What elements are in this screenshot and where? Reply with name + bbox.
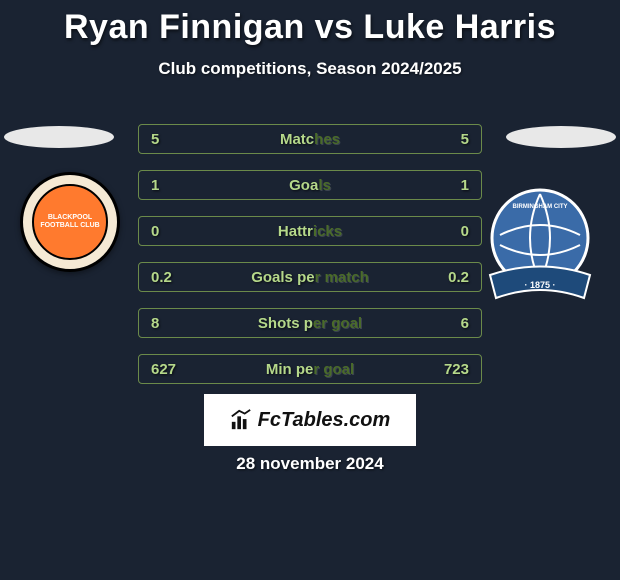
page-title: Ryan Finnigan vs Luke Harris	[0, 0, 620, 47]
subtitle: Club competitions, Season 2024/2025	[0, 59, 620, 79]
stat-right-value: 1	[429, 177, 469, 194]
birmingham-badge-icon: · 1875 · BIRMINGHAM CITY	[480, 180, 600, 310]
stat-left-value: 0	[151, 223, 191, 240]
stat-row: 627 Min per goal 723	[138, 354, 482, 384]
stat-right-value: 0	[429, 223, 469, 240]
attribution-text: FcTables.com	[258, 409, 391, 432]
stats-table: 5 Matches 5 1 Goals 1 0 Hattricks 0 0.2 …	[138, 124, 482, 400]
stat-row: 8 Shots per goal 6	[138, 308, 482, 338]
stat-left-value: 8	[151, 315, 191, 332]
bar-chart-icon	[230, 409, 252, 431]
svg-text:· 1875 ·: · 1875 ·	[524, 280, 555, 290]
club-badge-left-text: BLACKPOOL FOOTBALL CLUB	[34, 214, 106, 229]
shadow-ellipse-left	[4, 126, 114, 148]
attribution-box: FcTables.com	[204, 394, 416, 446]
svg-text:BIRMINGHAM CITY: BIRMINGHAM CITY	[513, 204, 568, 210]
club-badge-left: BLACKPOOL FOOTBALL CLUB	[20, 172, 120, 272]
date-text: 28 november 2024	[0, 454, 620, 474]
stat-row: 0.2 Goals per match 0.2	[138, 262, 482, 292]
shadow-ellipse-right	[506, 126, 616, 148]
stat-left-value: 0.2	[151, 269, 191, 286]
stat-right-value: 6	[429, 315, 469, 332]
stat-left-value: 627	[151, 361, 191, 378]
stat-left-value: 5	[151, 131, 191, 148]
club-badge-right: · 1875 · BIRMINGHAM CITY	[480, 180, 600, 310]
stat-row: 5 Matches 5	[138, 124, 482, 154]
stat-row: 1 Goals 1	[138, 170, 482, 200]
club-badge-left-inner: BLACKPOOL FOOTBALL CLUB	[32, 184, 108, 260]
stat-right-value: 5	[429, 131, 469, 148]
stat-right-value: 0.2	[429, 269, 469, 286]
stat-left-value: 1	[151, 177, 191, 194]
stat-right-value: 723	[429, 361, 469, 378]
stat-row: 0 Hattricks 0	[138, 216, 482, 246]
